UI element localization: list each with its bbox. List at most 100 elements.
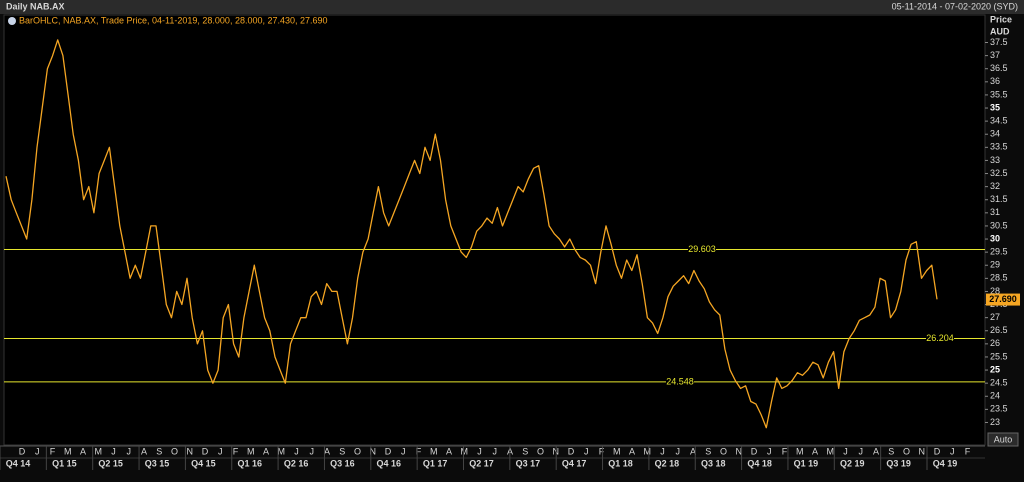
y-tick-label: 30 — [990, 233, 1000, 243]
x-tick-label: O — [720, 446, 727, 456]
quarter-label: Q1 19 — [794, 458, 819, 468]
y-tick-label: 37.5 — [990, 37, 1008, 47]
x-tick-label: J — [660, 446, 665, 456]
y-tick-label: 27 — [990, 312, 1000, 322]
y-tick-label: 25.5 — [990, 351, 1008, 361]
x-tick-label: J — [218, 446, 223, 456]
x-tick-label: A — [873, 446, 879, 456]
x-tick-label: F — [599, 446, 605, 456]
quarter-label: Q3 15 — [145, 458, 170, 468]
y-tick-label: 33.5 — [990, 142, 1008, 152]
x-tick-label: A — [263, 446, 269, 456]
last-price-label: 27.690 — [989, 294, 1017, 304]
x-tick-label: O — [171, 446, 178, 456]
date-range: 05-11-2014 - 07-02-2020 (SYD) — [892, 1, 1018, 11]
x-tick-label: F — [50, 446, 56, 456]
y-tick-label: 29.5 — [990, 247, 1008, 257]
y-tick-label: 24 — [990, 391, 1000, 401]
x-tick-label: M — [247, 446, 255, 456]
y-tick-label: 31.5 — [990, 194, 1008, 204]
y-tick-label: 23.5 — [990, 404, 1008, 414]
x-tick-label: S — [705, 446, 711, 456]
x-tick-label: J — [477, 446, 482, 456]
x-tick-label: D — [385, 446, 392, 456]
y-tick-label: 37 — [990, 50, 1000, 60]
x-tick-label: F — [416, 446, 422, 456]
y-axis-label: Price — [990, 14, 1012, 24]
y-tick-label: 26 — [990, 338, 1000, 348]
y-tick-label: 24.5 — [990, 378, 1008, 388]
legend: BarOHLC, NAB.AX, Trade Price, 04-11-2019… — [19, 15, 328, 25]
x-tick-label: M — [644, 446, 652, 456]
quarter-label: Q3 17 — [516, 458, 541, 468]
x-tick-label: O — [537, 446, 544, 456]
quarter-label: Q1 17 — [423, 458, 448, 468]
auto-button-label[interactable]: Auto — [994, 434, 1013, 444]
x-tick-label: J — [294, 446, 299, 456]
x-tick-label: D — [19, 446, 26, 456]
x-tick-label: J — [310, 446, 315, 456]
quarter-label: Q2 15 — [98, 458, 123, 468]
x-tick-label: J — [859, 446, 864, 456]
x-tick-label: M — [430, 446, 438, 456]
x-tick-label: A — [690, 446, 696, 456]
quarter-label: Q4 15 — [191, 458, 216, 468]
x-tick-label: N — [370, 446, 377, 456]
quarter-label: Q2 19 — [840, 458, 865, 468]
y-tick-label: 36.5 — [990, 63, 1008, 73]
y-tick-label: 34.5 — [990, 115, 1008, 125]
x-tick-label: J — [127, 446, 132, 456]
x-tick-label: M — [461, 446, 469, 456]
quarter-label: Q4 17 — [562, 458, 587, 468]
quarter-label: Q2 18 — [655, 458, 680, 468]
x-tick-label: A — [446, 446, 452, 456]
quarter-label: Q1 15 — [52, 458, 77, 468]
auto-button[interactable] — [987, 432, 1019, 447]
x-tick-label: S — [156, 446, 162, 456]
x-tick-label: D — [568, 446, 575, 456]
x-tick-label: F — [233, 446, 239, 456]
x-tick-label: N — [919, 446, 926, 456]
quarter-label: Q4 16 — [377, 458, 402, 468]
x-tick-label: S — [339, 446, 345, 456]
x-tick-label: N — [736, 446, 743, 456]
y-axis-unit: AUD — [990, 26, 1010, 36]
x-tick-label: F — [782, 446, 788, 456]
legend-icon — [8, 17, 16, 25]
chart-title: Daily NAB.AX — [6, 1, 65, 11]
quarter-label: Q4 18 — [747, 458, 772, 468]
x-tick-label: O — [354, 446, 361, 456]
x-tick-label: D — [934, 446, 941, 456]
y-tick-label: 36 — [990, 76, 1000, 86]
y-tick-label: 32 — [990, 181, 1000, 191]
y-tick-label: 35 — [990, 102, 1000, 112]
x-tick-label: S — [888, 446, 894, 456]
x-tick-label: M — [278, 446, 286, 456]
y-tick-label: 29 — [990, 260, 1000, 270]
y-tick-label: 26.5 — [990, 325, 1008, 335]
level-label-bg — [926, 333, 954, 344]
x-tick-label: M — [64, 446, 72, 456]
level-label: 29.603 — [688, 244, 716, 254]
x-tick-label: M — [827, 446, 835, 456]
x-tick-label: J — [843, 446, 848, 456]
quarter-label: Q4 19 — [933, 458, 958, 468]
y-tick-label: 28.5 — [990, 273, 1008, 283]
x-tick-label: J — [493, 446, 498, 456]
quarter-label: Q2 17 — [469, 458, 494, 468]
level-label-bg — [688, 244, 716, 255]
x-tick-label: J — [584, 446, 589, 456]
y-tick-label: 25 — [990, 364, 1000, 374]
quarter-label: Q3 18 — [701, 458, 726, 468]
quarter-label: Q3 16 — [330, 458, 355, 468]
x-tick-label: N — [187, 446, 194, 456]
y-tick-label: 32.5 — [990, 168, 1008, 178]
level-label-bg — [666, 376, 694, 387]
x-tick-label: A — [812, 446, 818, 456]
x-tick-label: D — [751, 446, 758, 456]
x-tick-label: F — [965, 446, 971, 456]
x-tick-label: J — [676, 446, 681, 456]
x-tick-label: J — [35, 446, 40, 456]
y-tick-label: 23 — [990, 417, 1000, 427]
